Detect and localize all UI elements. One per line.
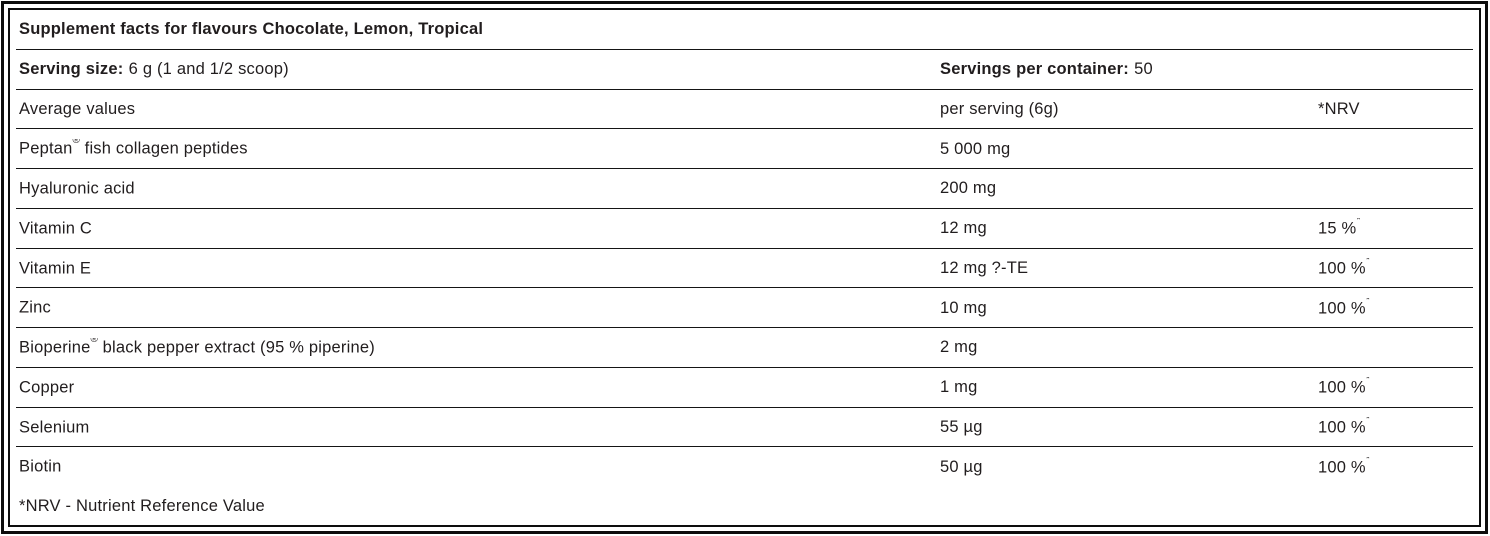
nrv-value: 100 %: [1318, 458, 1366, 477]
nutrient-name-cell: Vitamin E: [19, 259, 940, 278]
servings-per-container-cell: Servings per container: 50: [940, 60, 1470, 78]
table-title-row: Supplement facts for flavours Chocolate,…: [16, 10, 1473, 50]
column-header-amount: per serving (6g): [940, 99, 1059, 118]
nrv-cell: 15 %*: [1318, 218, 1470, 238]
registered-trademark-sup: ®: [90, 338, 98, 345]
amount-cell: 10 mg: [940, 298, 987, 317]
supplement-facts-table: Supplement facts for flavours Chocolate,…: [8, 8, 1481, 527]
table-row: Zinc 10 mg 100 %*: [16, 288, 1473, 329]
amount-cell: 12 mg ?-TE: [940, 258, 1029, 277]
nrv-value: 100 %: [1318, 378, 1366, 397]
nutrient-name-cell: Hyaluronic acid: [19, 179, 940, 198]
nutrient-name: Hyaluronic acid: [19, 179, 135, 198]
nrv-asterisk-sup: *: [1365, 417, 1371, 425]
table-row: Bioperine® black pepper extract (95 % pi…: [16, 328, 1473, 368]
nrv-asterisk-sup: *: [1365, 297, 1371, 306]
column-header-name: Average values: [19, 99, 136, 118]
nutrient-name: Zinc: [19, 298, 51, 317]
nutrient-name: Vitamin C: [19, 219, 93, 238]
table-row: Peptan® fish collagen peptides 5 000 mg: [16, 129, 1473, 170]
nutrient-name: Peptan: [19, 139, 73, 158]
servings-per-container-label: Servings per container:: [940, 60, 1129, 79]
table-row: Vitamin E 12 mg ?-TE 100 %*: [16, 249, 1473, 289]
amount-cell: 50 µg: [940, 457, 983, 476]
serving-size-label: Serving size:: [19, 60, 124, 79]
nutrient-name-cell: Copper: [19, 378, 940, 397]
table-title: Supplement facts for flavours Chocolate,…: [19, 20, 484, 39]
nrv-value: 100 %: [1318, 259, 1366, 278]
amount-cell: 5 000 mg: [940, 139, 1011, 158]
table-row: Copper 1 mg 100 %*: [16, 368, 1473, 408]
nrv-cell: 100 %*: [1318, 417, 1470, 437]
nutrient-name: Biotin: [19, 457, 62, 476]
nutrient-name: Bioperine: [19, 338, 91, 357]
amount-cell: 2 mg: [940, 338, 978, 357]
nutrient-name: Selenium: [19, 418, 90, 437]
serving-size-value: 6 g (1 and 1/2 scoop): [128, 60, 289, 79]
nrv-asterisk-sup: *: [1365, 456, 1371, 465]
nutrient-name-cell: Peptan® fish collagen peptides: [19, 139, 940, 158]
nutrient-name-cell: Biotin: [19, 457, 940, 476]
nrv-asterisk-sup: *: [1365, 377, 1371, 386]
amount-cell: 55 µg: [940, 417, 983, 436]
column-header-row: Average values per serving (6g) *NRV: [16, 90, 1473, 130]
nutrient-name-cell: Bioperine® black pepper extract (95 % pi…: [19, 338, 940, 357]
nrv-cell: 100 %*: [1318, 377, 1470, 397]
servings-per-container-value: 50: [1134, 60, 1153, 79]
table-row: Vitamin C 12 mg 15 %*: [16, 209, 1473, 249]
nrv-cell: 100 %*: [1318, 298, 1470, 318]
nutrient-name: Vitamin E: [19, 259, 92, 278]
table-row: Hyaluronic acid 200 mg: [16, 169, 1473, 209]
nutrient-name: Copper: [19, 378, 75, 397]
amount-cell: 12 mg: [940, 219, 987, 238]
nrv-footnote: *NRV - Nutrient Reference Value: [19, 496, 265, 515]
footnote-row: *NRV - Nutrient Reference Value: [16, 486, 1473, 525]
nrv-asterisk-sup: *: [1356, 218, 1361, 226]
nutrient-name-rest: fish collagen peptides: [79, 139, 248, 158]
nutrient-name-cell: Vitamin C: [19, 219, 940, 238]
nutrient-name-rest: black pepper extract (95 % piperine): [97, 338, 375, 357]
registered-trademark-sup: ®: [72, 139, 80, 146]
nutrient-name-cell: Selenium: [19, 418, 940, 437]
amount-cell: 1 mg: [940, 378, 978, 397]
nrv-value: 100 %: [1318, 418, 1366, 437]
serving-size-cell: Serving size: 6 g (1 and 1/2 scoop): [19, 60, 940, 78]
nrv-asterisk-sup: *: [1365, 258, 1371, 266]
amount-cell: 200 mg: [940, 179, 997, 198]
serving-info-row: Serving size: 6 g (1 and 1/2 scoop) Servi…: [16, 50, 1473, 90]
nrv-value: 100 %: [1318, 299, 1366, 318]
nrv-cell: 100 %*: [1318, 457, 1470, 477]
nutrient-name-cell: Zinc: [19, 298, 940, 317]
column-header-nrv: *NRV: [1318, 99, 1360, 118]
table-row: Biotin 50 µg 100 %*: [16, 447, 1473, 486]
nrv-cell: 100 %*: [1318, 258, 1470, 278]
nrv-value: 15 %: [1318, 219, 1357, 238]
table-row: Selenium 55 µg 100 %*: [16, 408, 1473, 448]
